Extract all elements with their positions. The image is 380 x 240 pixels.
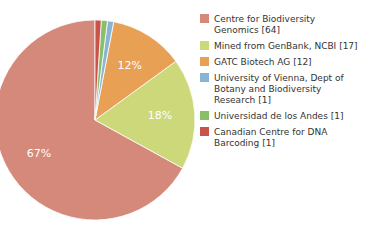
chart: 67% 18% 12% Centre for BiodiversityGenomics…: [0, 0, 380, 240]
data-label: 67%: [27, 147, 51, 160]
legend-label: University of Vienna, Dept ofBotany and …: [214, 73, 345, 105]
legend-label: GATC Biotech AG [12]: [214, 57, 312, 67]
legend-swatch: [200, 57, 209, 66]
legend-swatch: [200, 111, 209, 120]
legend-swatch: [200, 41, 209, 50]
legend: Centre for BiodiversityGenomics [64] Mine…: [200, 14, 358, 148]
legend-label-line: Botany and Biodiversity: [214, 84, 322, 94]
legend-label-line: Research [1]: [214, 95, 271, 105]
legend-swatch: [200, 14, 209, 23]
legend-label-line: Barcoding [1]: [214, 138, 275, 148]
legend-label: Universidad de los Andes [1]: [214, 111, 343, 121]
pie-slice: [95, 21, 114, 120]
pie-slice: [0, 20, 183, 220]
data-label: 18%: [148, 109, 172, 122]
legend-label-line: Universidad de los Andes [1]: [214, 111, 343, 121]
pie-slice: [95, 20, 108, 120]
legend-swatch: [200, 73, 209, 82]
legend-label: Mined from GenBank, NCBI [17]: [214, 41, 358, 51]
data-label: 12%: [118, 59, 142, 72]
legend-label-line: Genomics [64]: [214, 25, 280, 35]
data-labels: 67% 18% 12%: [27, 59, 172, 160]
pie: [0, 20, 195, 220]
legend-swatch: [200, 127, 209, 136]
legend-label: Canadian Centre for DNABarcoding [1]: [214, 127, 328, 148]
pie-slice: [95, 20, 101, 120]
pie-slice: [95, 22, 176, 120]
legend-label-line: Centre for Biodiversity: [214, 14, 316, 24]
legend-label-line: GATC Biotech AG [12]: [214, 57, 312, 67]
legend-label-line: Mined from GenBank, NCBI [17]: [214, 41, 358, 51]
chart-container: 67% 18% 12% Centre for BiodiversityGenomics…: [0, 0, 380, 240]
legend-label-line: Canadian Centre for DNA: [214, 127, 328, 137]
legend-label: Centre for BiodiversityGenomics [64]: [214, 14, 316, 35]
legend-label-line: University of Vienna, Dept of: [214, 73, 345, 83]
